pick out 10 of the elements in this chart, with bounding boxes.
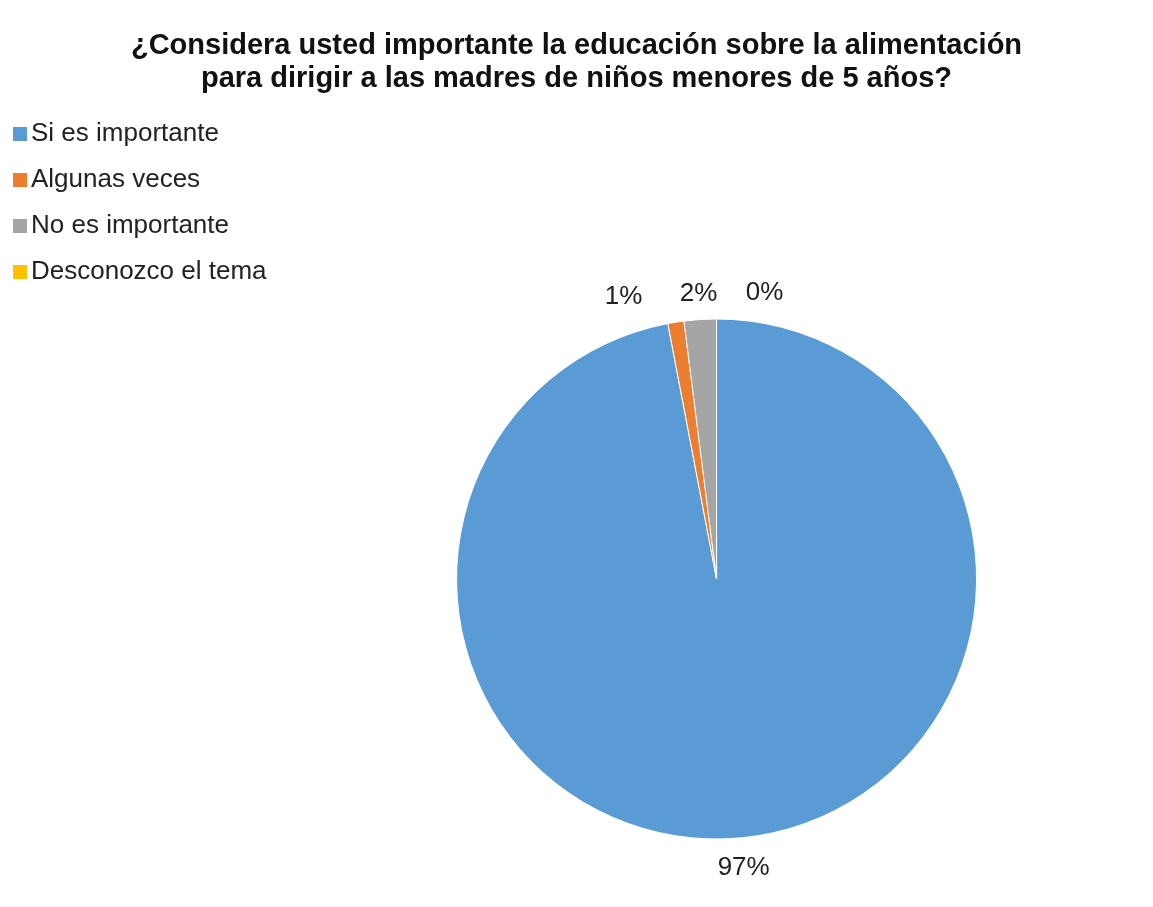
text: 0% bbox=[745, 276, 784, 306]
legend-label: Si es importante bbox=[31, 117, 219, 147]
data-label: 97% bbox=[717, 850, 770, 881]
data-label: 1% bbox=[604, 279, 643, 310]
legend-label: Desconozco el tema bbox=[31, 255, 267, 285]
data-label: 2% bbox=[679, 276, 718, 307]
legend-label: Algunas veces bbox=[31, 163, 201, 193]
legend-label: No es importante bbox=[31, 209, 229, 239]
chart-title: ¿Considera usted importante la educación sobre la alimentación para dirigir a las madres de niños menores de 5 años? bbox=[129, 27, 1024, 95]
pie-slice bbox=[456, 318, 978, 840]
